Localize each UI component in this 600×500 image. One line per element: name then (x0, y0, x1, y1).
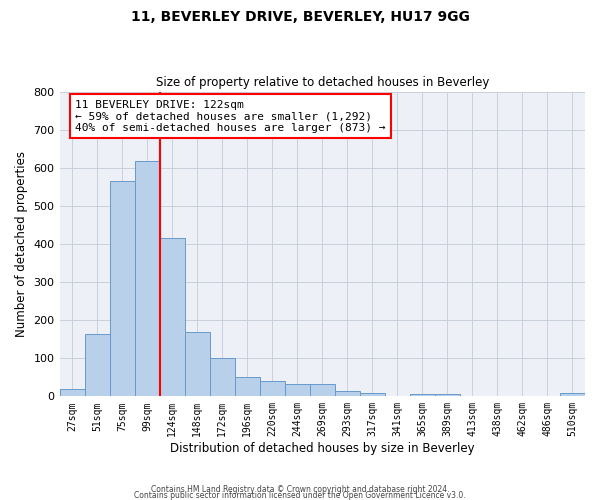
Bar (160, 238, 185, 396)
Text: Contains public sector information licensed under the Open Government Licence v3: Contains public sector information licen… (134, 490, 466, 500)
Bar (310, 384, 335, 396)
Bar (560, 394, 585, 396)
X-axis label: Distribution of detached houses by size in Beverley: Distribution of detached houses by size … (170, 442, 475, 455)
Bar (134, 160, 160, 396)
Bar (335, 390, 360, 396)
Bar (110, 182, 134, 396)
Bar (59, 388, 85, 396)
Bar (85, 334, 110, 396)
Bar (235, 378, 260, 396)
Bar (209, 358, 235, 397)
Text: Contains HM Land Registry data © Crown copyright and database right 2024.: Contains HM Land Registry data © Crown c… (151, 484, 449, 494)
Bar (260, 381, 285, 396)
Y-axis label: Number of detached properties: Number of detached properties (15, 151, 28, 337)
Bar (185, 332, 209, 396)
Bar (360, 392, 385, 396)
Bar (285, 384, 310, 396)
Text: 11, BEVERLEY DRIVE, BEVERLEY, HU17 9GG: 11, BEVERLEY DRIVE, BEVERLEY, HU17 9GG (131, 10, 469, 24)
Text: 11 BEVERLEY DRIVE: 122sqm
← 59% of detached houses are smaller (1,292)
40% of se: 11 BEVERLEY DRIVE: 122sqm ← 59% of detac… (76, 100, 386, 133)
Title: Size of property relative to detached houses in Beverley: Size of property relative to detached ho… (155, 76, 489, 90)
Bar (410, 394, 435, 396)
Bar (435, 394, 460, 396)
